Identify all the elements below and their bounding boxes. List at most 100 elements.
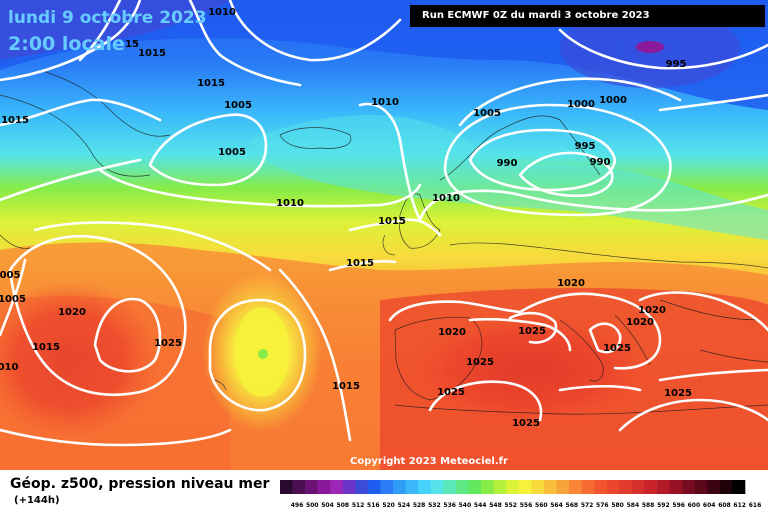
scale-tick-label: 500 bbox=[306, 502, 319, 509]
isobar-label: 1025 bbox=[664, 388, 692, 399]
scale-tick-label: 616 bbox=[749, 502, 762, 509]
isobar-label: 1010 bbox=[208, 7, 236, 18]
scale-swatch bbox=[644, 480, 658, 494]
scale-swatch bbox=[719, 480, 733, 494]
isobar-label-group: 1010 15 1015 1015 1005 1015 1005 1010 1005 995 100… bbox=[0, 7, 692, 429]
isobar-label: 1015 bbox=[378, 216, 406, 227]
isobar-label: 995 bbox=[575, 141, 596, 152]
scale-swatch bbox=[531, 480, 545, 494]
isobar-label: 990 bbox=[590, 157, 611, 168]
isobar-label: 1025 bbox=[437, 387, 465, 398]
scale-swatch bbox=[292, 480, 306, 494]
scale-tick-label: 548 bbox=[489, 502, 502, 509]
scale-swatch bbox=[669, 480, 683, 494]
scale-swatch bbox=[543, 480, 557, 494]
scale-swatch bbox=[355, 480, 369, 494]
scale-tick-label: 508 bbox=[337, 502, 350, 509]
scale-swatch bbox=[694, 480, 708, 494]
scale-tick-label: 572 bbox=[581, 502, 594, 509]
scale-swatch bbox=[468, 480, 482, 494]
scale-swatch bbox=[317, 480, 331, 494]
scale-tick-label: 576 bbox=[596, 502, 609, 509]
isobar-label: 1005 bbox=[218, 147, 246, 158]
isobar-label: 1000 bbox=[599, 95, 627, 106]
isobar-label: 1005 bbox=[0, 294, 26, 305]
scale-swatch bbox=[455, 480, 469, 494]
z500-color-scale: 496 500 504 508 512 516 520 524 528 532 536 540 544 5… bbox=[280, 480, 762, 509]
scale-tick-label: 544 bbox=[474, 502, 487, 509]
lead-time: (+144h) bbox=[14, 495, 60, 506]
scale-tick-label: 564 bbox=[550, 502, 563, 509]
scale-swatch bbox=[443, 480, 457, 494]
isobar-label: 1025 bbox=[154, 338, 182, 349]
scale-swatch bbox=[556, 480, 570, 494]
scale-tick-label: 528 bbox=[413, 502, 426, 509]
scale-swatch bbox=[594, 480, 608, 494]
isobar-label: 1015 bbox=[1, 115, 29, 126]
scale-tick-label: 532 bbox=[428, 502, 441, 509]
scale-tick-label: 504 bbox=[321, 502, 334, 509]
scale-swatch bbox=[430, 480, 444, 494]
isobar-label: 990 bbox=[497, 158, 518, 169]
forecast-local-time: 2:00 locale bbox=[8, 33, 125, 55]
scale-tick-label: 604 bbox=[703, 502, 716, 509]
isobar-label: 1015 bbox=[346, 258, 374, 269]
scale-tick-label: 512 bbox=[352, 502, 365, 509]
isobar-label: 1015 bbox=[332, 381, 360, 392]
scale-swatch bbox=[342, 480, 356, 494]
scale-tick-label: 516 bbox=[367, 502, 380, 509]
isobar-label: 1020 bbox=[438, 327, 466, 338]
copyright-notice: Copyright 2023 Meteociel.fr bbox=[350, 456, 508, 467]
isobar-label: 1005 bbox=[473, 108, 501, 119]
scale-tick-label: 552 bbox=[504, 502, 517, 509]
scale-swatch bbox=[493, 480, 507, 494]
scale-tick-label: 560 bbox=[535, 502, 548, 509]
scale-swatch bbox=[707, 480, 721, 494]
isobar-label: 1020 bbox=[638, 305, 666, 316]
scale-swatch bbox=[506, 480, 520, 494]
scale-tick-label: 592 bbox=[657, 502, 670, 509]
scale-swatch bbox=[581, 480, 595, 494]
scale-swatch bbox=[569, 480, 582, 494]
scale-swatch bbox=[481, 480, 494, 494]
product-title: Géop. z500, pression niveau mer bbox=[10, 476, 270, 492]
scale-swatch bbox=[418, 480, 432, 494]
isobar-label: 15 bbox=[125, 39, 139, 50]
scale-tick-label: 556 bbox=[520, 502, 533, 509]
scale-swatch bbox=[606, 480, 620, 494]
isobar-label: 1020 bbox=[58, 307, 86, 318]
scale-tick-label: 608 bbox=[718, 502, 731, 509]
scale-tick-label: 588 bbox=[642, 502, 655, 509]
scale-tick-label: 600 bbox=[688, 502, 701, 509]
scale-tick-label: 568 bbox=[566, 502, 579, 509]
scale-tick-label: 536 bbox=[443, 502, 456, 509]
scale-tick-label: 596 bbox=[672, 502, 685, 509]
map-footer: Géop. z500, pression niveau mer (+144h) … bbox=[0, 470, 768, 512]
scale-swatch bbox=[393, 480, 406, 494]
scale-swatch bbox=[518, 480, 532, 494]
scale-swatch bbox=[631, 480, 645, 494]
isobar-label: 1015 bbox=[197, 78, 225, 89]
scale-swatch bbox=[657, 480, 670, 494]
scale-tick-label: 584 bbox=[627, 502, 640, 509]
isobar-label: 1010 bbox=[276, 198, 304, 209]
scale-swatch bbox=[732, 480, 746, 494]
isobar-label: 1010 bbox=[371, 97, 399, 108]
z500-pressure-map: 1010 15 1015 1015 1005 1015 1005 1010 1005 995 100… bbox=[0, 0, 768, 470]
scale-swatch bbox=[619, 480, 633, 494]
scale-tick-label: 540 bbox=[459, 502, 472, 509]
run-info-banner: Run ECMWF 0Z du mardi 3 octobre 2023 bbox=[410, 5, 765, 27]
scale-swatch bbox=[305, 480, 319, 494]
isobar-label: 995 bbox=[666, 59, 687, 70]
scale-tick-label: 520 bbox=[382, 502, 395, 509]
isobar-label: 1025 bbox=[466, 357, 494, 368]
isobar-label: 1025 bbox=[512, 418, 540, 429]
isobar-label: 005 bbox=[0, 270, 20, 281]
forecast-date: lundi 9 octobre 2023 bbox=[8, 8, 207, 28]
scale-tick-label: 524 bbox=[398, 502, 411, 509]
isobar-label: 1025 bbox=[518, 326, 546, 337]
scale-tick-label: 612 bbox=[733, 502, 746, 509]
scale-tick-label: 496 bbox=[291, 502, 304, 509]
isobar-label: 1015 bbox=[32, 342, 60, 353]
